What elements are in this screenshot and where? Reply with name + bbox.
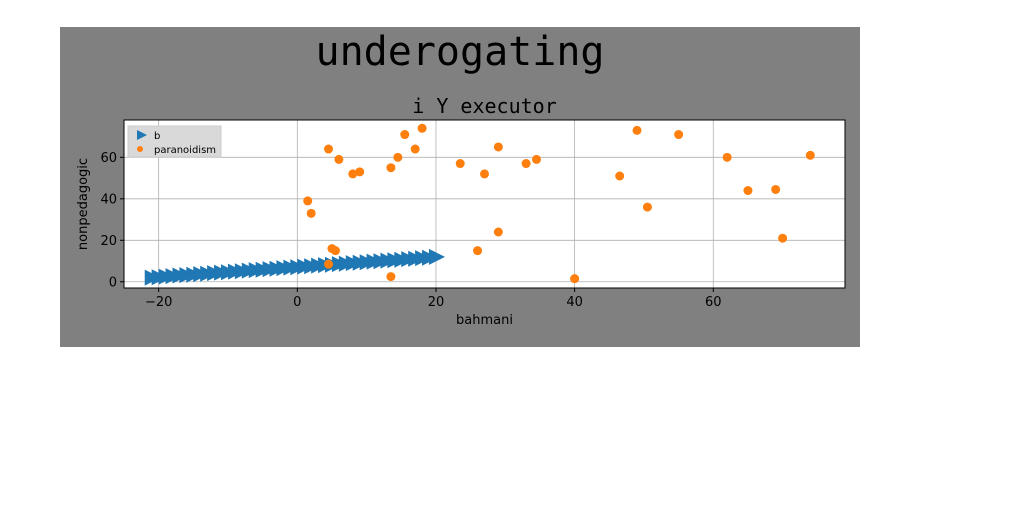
series-paranoidism-point — [615, 171, 625, 181]
series-paranoidism-point — [570, 274, 580, 284]
series-paranoidism-point — [400, 130, 410, 140]
x-tick-label: 20 — [428, 295, 445, 310]
legend-box — [127, 125, 222, 158]
series-paranoidism-point — [330, 246, 340, 256]
series-paranoidism-point — [805, 150, 815, 160]
series-paranoidism-point — [722, 152, 732, 162]
x-tick-label: 0 — [293, 295, 301, 310]
y-tick-label: 60 — [100, 151, 117, 166]
chart-figure: underogating −20 0 20 40 60 0 20 40 60 i Y execut… — [60, 27, 860, 347]
legend-label-paranoidism: paranoidism — [154, 145, 216, 156]
series-paranoidism-point — [393, 152, 403, 162]
series-paranoidism-point — [493, 142, 503, 152]
series-paranoidism-point — [778, 233, 788, 243]
series-paranoidism-point — [386, 163, 396, 173]
legend-marker-paranoidism — [137, 146, 143, 152]
legend-marker-b — [137, 130, 147, 140]
y-axis-label: nonpedagogic — [76, 158, 91, 250]
series-paranoidism-point — [473, 246, 483, 256]
x-tick-label: −20 — [145, 295, 172, 310]
series-paranoidism-point — [334, 154, 344, 164]
y-tick-label: 20 — [100, 234, 117, 249]
series-paranoidism-point — [417, 123, 427, 133]
series-paranoidism-point — [348, 169, 358, 179]
x-tick-label: 40 — [566, 295, 583, 310]
series-paranoidism-point — [771, 184, 781, 194]
y-tick-label: 0 — [109, 275, 117, 290]
series-paranoidism-point — [355, 167, 365, 177]
series-paranoidism-point — [642, 202, 652, 212]
series-paranoidism-point — [324, 259, 334, 269]
series-paranoidism-point — [324, 144, 334, 154]
scatter-chart: −20 0 20 40 60 0 20 40 60 i Y executor bahmani nonp… — [76, 94, 846, 328]
series-b-point — [428, 248, 445, 265]
x-axis-label: bahmani — [456, 313, 513, 328]
series-paranoidism-point — [632, 125, 642, 135]
plot-frame — [123, 119, 846, 289]
series-paranoidism-point — [386, 272, 396, 282]
series-paranoidism-point — [480, 169, 489, 179]
series-paranoidism-point — [743, 186, 753, 196]
series-paranoidism-point — [303, 196, 313, 206]
series-paranoidism-point — [410, 144, 420, 154]
figure-suptitle: underogating — [315, 29, 605, 75]
plot-area — [124, 120, 845, 288]
legend-label-b: b — [154, 131, 160, 142]
series-paranoidism-point — [306, 208, 316, 218]
series-paranoidism-point — [531, 154, 541, 164]
series-paranoidism-point — [493, 227, 503, 237]
chart-title: i Y executor — [412, 94, 557, 118]
series-paranoidism-point — [674, 130, 684, 140]
series-paranoidism-point — [521, 159, 531, 169]
x-tick-label: 60 — [705, 295, 722, 310]
y-tick-label: 40 — [100, 192, 117, 207]
series-paranoidism-point — [455, 159, 465, 169]
